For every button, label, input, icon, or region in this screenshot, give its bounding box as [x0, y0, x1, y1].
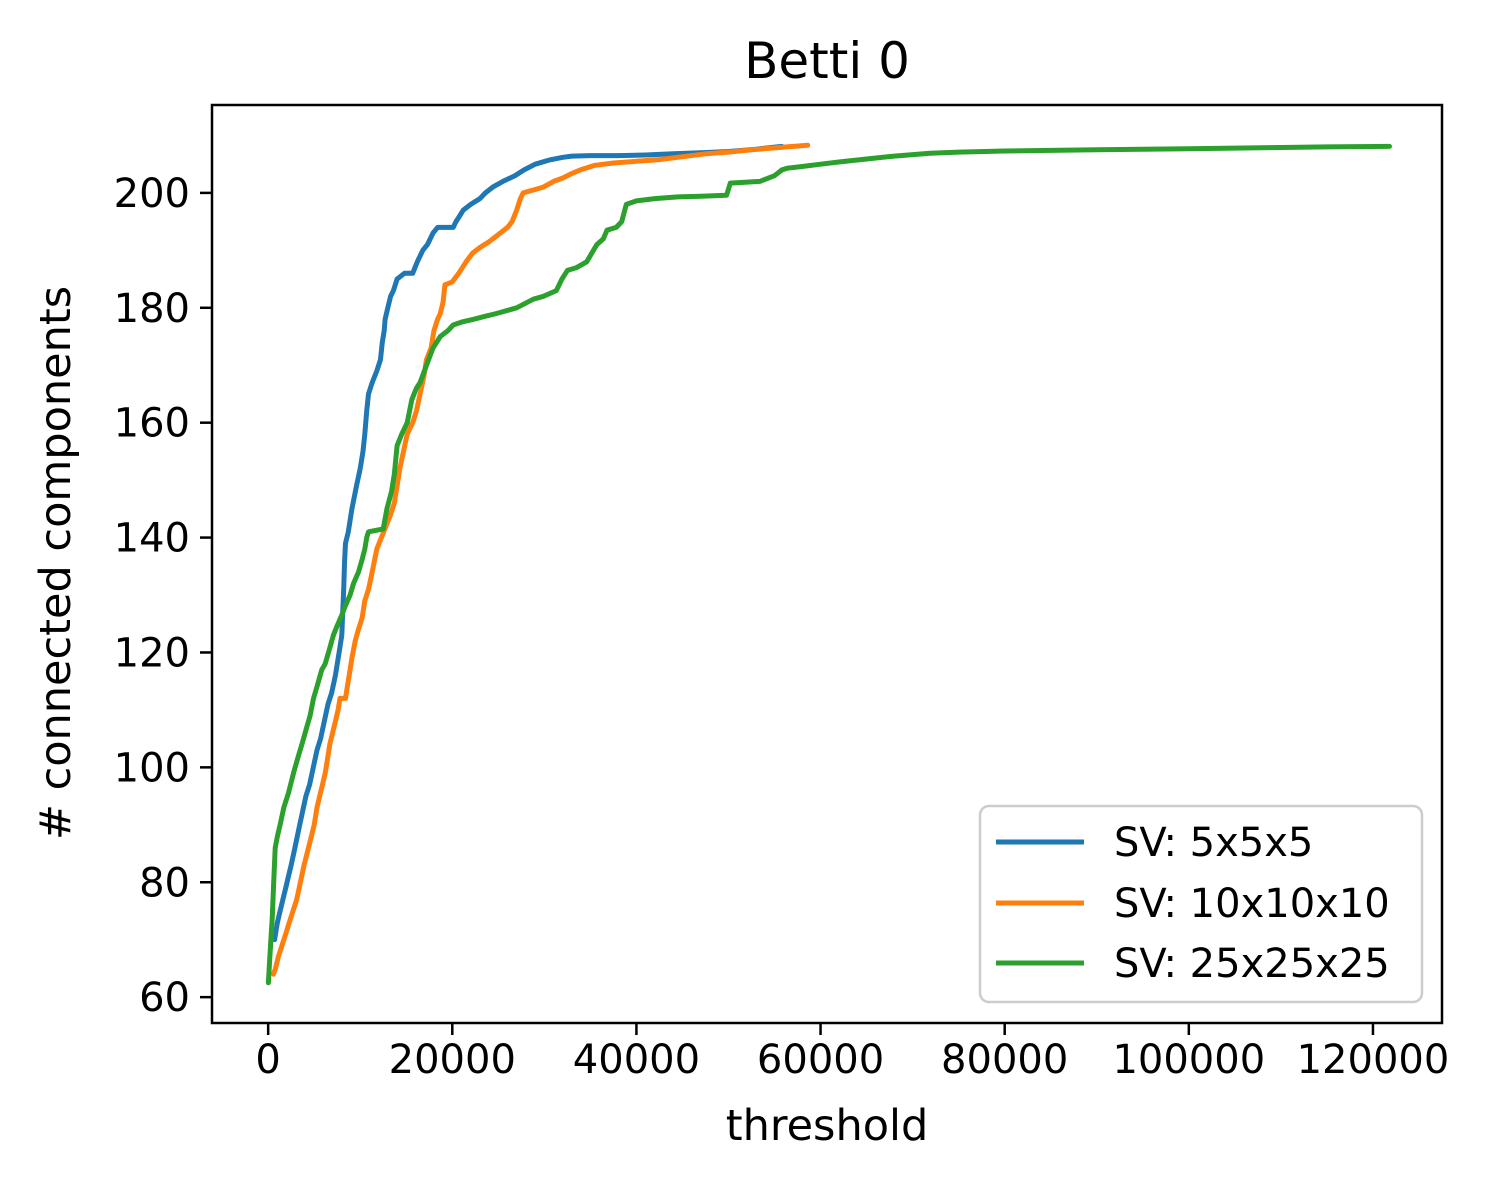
- x-tick-label: 60000: [757, 1037, 884, 1083]
- y-tick-label: 140: [114, 516, 190, 562]
- x-tick-label: 40000: [573, 1037, 700, 1083]
- y-tick-label: 80: [139, 860, 190, 906]
- legend-label-sv-5x5x5: SV: 5x5x5: [1114, 820, 1313, 866]
- x-tick-label: 120000: [1297, 1037, 1450, 1083]
- y-axis-ticks: 60 80 100 120 140 160 180 200: [114, 171, 212, 1021]
- x-tick-label: 100000: [1112, 1037, 1265, 1083]
- series-lines: [265, 142, 1392, 986]
- legend-label-sv-10x10x10: SV: 10x10x10: [1114, 881, 1390, 927]
- y-tick-label: 100: [114, 745, 190, 791]
- axes-frame: [210, 103, 1444, 1025]
- legend-box: [978, 804, 1424, 1004]
- legend: SV: 5x5x5 SV: 10x10x10 SV: 25x25x25: [978, 804, 1424, 1004]
- x-tick-label: 0: [255, 1037, 280, 1083]
- y-tick-label: 60: [139, 975, 190, 1021]
- chart-title: Betti 0: [744, 32, 910, 90]
- x-axis-ticks: 0 20000 40000 60000 80000 100000 120000: [255, 1023, 1449, 1083]
- y-tick-label: 200: [114, 171, 190, 217]
- x-tick-label: 80000: [941, 1037, 1068, 1083]
- series-line-sv-25x25x25: [265, 143, 1392, 986]
- legend-label-sv-25x25x25: SV: 25x25x25: [1114, 941, 1390, 987]
- y-tick-label: 160: [114, 401, 190, 447]
- x-tick-label: 20000: [389, 1037, 516, 1083]
- y-axis-label: # connected components: [31, 286, 81, 840]
- x-axis-label: threshold: [726, 1101, 929, 1151]
- series-line-sv-10x10x10: [271, 142, 811, 977]
- y-tick-label: 120: [114, 630, 190, 676]
- y-tick-label: 180: [114, 286, 190, 332]
- series-line-sv-5x5x5: [272, 143, 785, 943]
